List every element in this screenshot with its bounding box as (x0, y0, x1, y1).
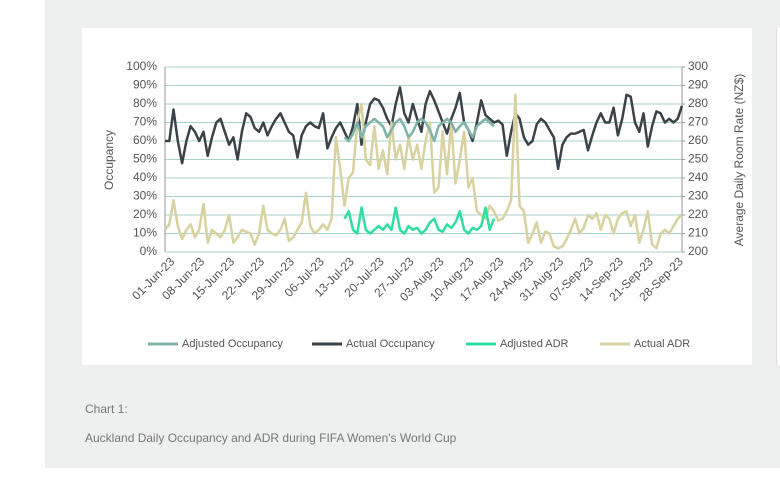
y2-axis-label: Average Daily Room Rate (NZ$) (732, 74, 746, 247)
y2-tick-label: 300 (688, 59, 708, 73)
y-tick-label: 30% (133, 189, 157, 203)
y-tick-label: 90% (133, 78, 157, 92)
y2-tick-label: 210 (688, 226, 708, 240)
y-axis-label: Occupancy (102, 130, 116, 190)
caption-label: Chart 1: (85, 402, 128, 416)
y2-tick-label: 250 (688, 152, 708, 166)
y-tick-label: 0% (140, 244, 158, 258)
series-line (164, 93, 683, 250)
y-tick-label: 10% (133, 226, 157, 240)
y2-tick-label: 230 (688, 189, 708, 203)
series-line (343, 206, 496, 235)
y-tick-label: 60% (133, 133, 157, 147)
y-tick-label: 50% (133, 152, 157, 166)
y-tick-label: 20% (133, 207, 157, 221)
series-line (165, 86, 684, 171)
y2-tick-label: 280 (688, 96, 708, 110)
y2-tick-label: 220 (688, 207, 708, 221)
legend-label: Adjusted Occupancy (182, 338, 283, 350)
y-tick-label: 100% (126, 59, 157, 73)
y-tick-label: 40% (133, 170, 157, 184)
series-line (343, 117, 495, 143)
y2-tick-label: 200 (688, 244, 708, 258)
y-tick-label: 70% (133, 115, 157, 129)
y2-tick-label: 290 (688, 78, 708, 92)
caption-text: Auckland Daily Occupancy and ADR during … (85, 431, 457, 445)
y2-tick-label: 240 (688, 170, 708, 184)
legend-label: Actual Occupancy (346, 338, 435, 350)
card-edge (776, 28, 780, 365)
y-tick-label: 80% (133, 96, 157, 110)
y2-tick-label: 270 (688, 115, 708, 129)
legend-label: Adjusted ADR (500, 338, 569, 350)
legend-label: Actual ADR (634, 338, 690, 350)
y2-tick-label: 260 (688, 133, 708, 147)
